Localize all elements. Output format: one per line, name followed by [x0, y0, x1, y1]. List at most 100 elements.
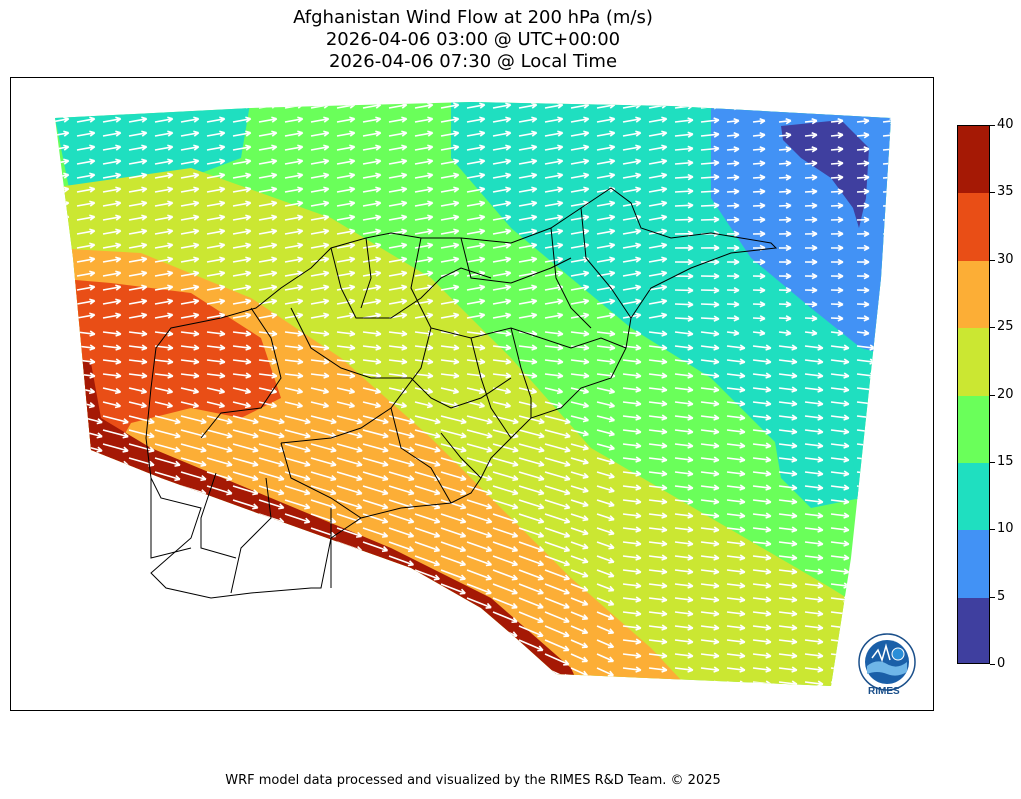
colorbar-band	[958, 193, 989, 261]
wind-vector	[700, 540, 720, 547]
wind-vector	[596, 457, 615, 465]
wind-vector	[336, 298, 356, 305]
wind-vector	[154, 172, 174, 179]
wind-vector	[128, 681, 154, 686]
wind-vector	[154, 541, 181, 553]
wind-vector	[180, 158, 200, 165]
wind-vector	[700, 159, 720, 167]
wind-vector	[388, 298, 408, 305]
wind-vector	[726, 512, 746, 519]
wind-vector	[284, 298, 304, 305]
wind-vector	[882, 428, 891, 435]
wind-vector	[362, 611, 388, 624]
wind-vector	[440, 429, 467, 439]
wind-vector	[570, 625, 589, 635]
wind-vector	[518, 312, 538, 319]
wind-vector	[726, 652, 746, 659]
wind-vector	[76, 186, 96, 193]
wind-vector	[258, 541, 285, 553]
wind-vector	[752, 372, 772, 379]
wind-vector	[856, 568, 876, 575]
wind-vector	[388, 639, 414, 652]
wind-vector	[544, 513, 571, 524]
wind-vector	[440, 653, 466, 666]
colorbar-band	[958, 260, 989, 329]
wind-vector	[102, 102, 122, 109]
wind-vector	[102, 344, 122, 351]
wind-vector	[804, 230, 818, 238]
wind-vector	[622, 554, 642, 561]
wind-vector	[206, 555, 233, 567]
wind-vector	[909, 274, 921, 279]
wind-vector	[232, 298, 252, 305]
wind-vector	[752, 582, 772, 589]
wind-vector	[284, 256, 304, 263]
wind-vector	[362, 358, 382, 365]
wind-vector	[622, 596, 642, 603]
wind-vector	[648, 610, 668, 617]
wind-vector	[700, 202, 720, 209]
wind-vector	[102, 358, 122, 365]
wind-vector	[518, 358, 538, 365]
wind-vector	[518, 330, 538, 337]
wind-vector	[830, 272, 844, 280]
wind-vector	[778, 568, 798, 575]
wind-vector	[362, 541, 389, 553]
wind-vector	[128, 330, 148, 337]
wind-vector	[596, 513, 615, 522]
wind-vector	[154, 130, 174, 137]
wind-vector	[909, 105, 921, 110]
wind-vector	[778, 652, 798, 659]
wind-vector	[492, 158, 512, 165]
wind-vector	[310, 186, 330, 193]
wind-vector	[128, 499, 155, 510]
wind-vector	[778, 526, 798, 533]
wind-vector	[570, 527, 589, 536]
wind-vector	[518, 639, 544, 652]
wind-vector	[76, 569, 102, 581]
wind-vector	[544, 158, 564, 165]
wind-vector	[648, 186, 668, 193]
wind-vector	[362, 256, 382, 263]
wind-vector	[570, 144, 590, 151]
wind-vector	[700, 330, 720, 337]
wind-vector	[362, 270, 382, 277]
wind-vector	[830, 132, 844, 139]
wind-vector	[778, 610, 798, 617]
wind-vector	[466, 667, 492, 680]
wind-vector	[76, 681, 102, 686]
wind-vector	[622, 144, 642, 151]
wind-vector	[181, 696, 204, 707]
wind-vector	[180, 144, 200, 151]
wind-vector	[726, 103, 740, 111]
wind-vector	[518, 158, 538, 165]
wind-vector	[206, 513, 233, 524]
wind-vector	[206, 214, 226, 221]
wind-vector	[778, 146, 792, 153]
wind-vector	[284, 429, 311, 439]
wind-vector	[596, 186, 616, 193]
wind-vector	[310, 457, 337, 467]
wind-vector	[284, 387, 304, 395]
wind-vector	[466, 541, 493, 553]
wind-vector	[258, 116, 278, 123]
wind-vector	[909, 499, 927, 504]
wind-vector	[128, 611, 154, 624]
colorbar-tick	[990, 192, 995, 194]
wind-vector	[856, 202, 870, 209]
wind-vector	[362, 186, 382, 193]
wind-vector	[492, 597, 518, 609]
wind-vector	[700, 145, 720, 153]
wind-vector	[388, 186, 408, 193]
wind-vector	[492, 214, 512, 221]
wind-vector	[440, 256, 460, 263]
wind-vector	[726, 146, 740, 153]
wind-vector	[388, 429, 415, 439]
wind-vector	[830, 202, 844, 209]
wind-vector	[76, 541, 103, 553]
wind-vector	[258, 270, 278, 277]
wind-vector	[726, 174, 740, 181]
wind-vector	[336, 471, 363, 482]
wind-vector	[674, 216, 694, 223]
wind-vector	[466, 499, 493, 510]
